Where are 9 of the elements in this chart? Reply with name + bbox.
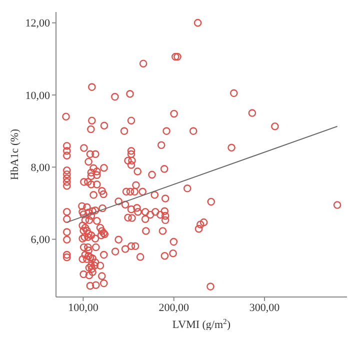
y-tick-label: 8,00: [30, 162, 50, 174]
x-axis-title: LVMI (g/m$^{2}$): [172, 316, 231, 331]
x-tick-label: 200,00: [158, 302, 190, 314]
y-tick-label: 10,00: [25, 90, 50, 102]
x-tick-label: 100,00: [68, 302, 99, 314]
y-axis-title: HbA1c (%): [9, 128, 21, 180]
y-tick-label: 6,00: [30, 234, 50, 246]
x-tick-label: 300,00: [249, 302, 280, 314]
y-tick-label: 12,00: [25, 18, 50, 30]
